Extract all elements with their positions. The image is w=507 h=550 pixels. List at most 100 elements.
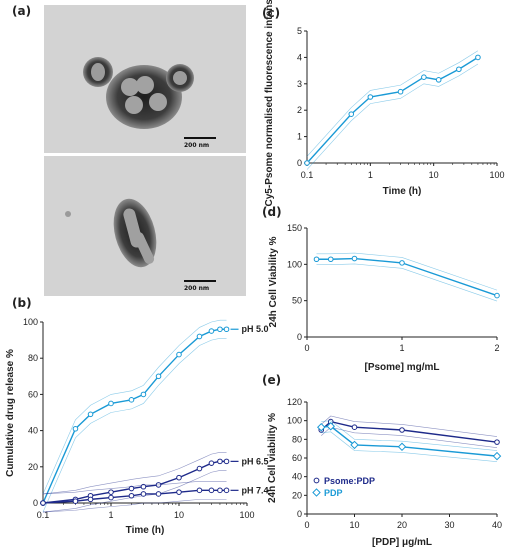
data-point [494,292,500,299]
particle-core [173,71,187,85]
y-axis-label: Cumulative drug release % [5,349,16,477]
y-tick-label: 20 [292,490,302,500]
legend-label: pH 7.4 [242,485,269,495]
data-point [367,94,374,100]
scale-bar-top [184,137,216,139]
x-axis-label: [PDP] μg/mL [372,537,432,548]
data-point [128,492,135,499]
series-error-band-upper [42,452,227,495]
y-tick-label: 40 [28,426,38,436]
data-point [399,427,405,433]
y-tick-label: 4 [297,52,302,62]
panel-label-d: (d) [262,205,282,219]
particle-core [125,96,143,114]
series-error-band-upper [321,420,498,451]
data-point [397,88,404,95]
debris [65,211,71,217]
x-tick-label: 2 [494,343,499,353]
legend-label: Psome:PDP [324,476,375,486]
series-error-band-lower [321,431,498,463]
x-tick-label: 30 [444,520,454,530]
y-axis-label: Cy5-Psome normalised fluorescence intens… [264,0,275,206]
data-point [350,440,359,450]
x-tick-label: 10 [349,520,359,530]
y-tick-label: 0 [297,158,302,168]
series-error-band-upper [306,50,479,157]
data-point [196,487,203,494]
y-tick-label: 5 [297,26,302,36]
y-tick-label: 150 [287,223,302,233]
x-tick-label: 100 [239,510,254,520]
data-point [397,442,407,452]
data-point [304,160,310,166]
y-tick-label: 100 [287,416,302,426]
data-point [155,491,162,497]
x-tick-label: 0.1 [301,170,314,180]
data-point [208,328,215,334]
x-tick-label: 20 [397,520,407,530]
series-error-band-upper [321,415,498,437]
y-tick-label: 40 [292,472,302,482]
x-axis-label: Time (h) [383,186,422,197]
data-point [108,400,114,407]
legend-marker [313,477,320,484]
y-tick-label: 20 [28,462,38,472]
data-point [217,487,223,494]
data-point [108,489,114,495]
particle-core [136,76,154,94]
y-tick-label: 2 [297,105,302,115]
scale-bar-bottom [184,280,216,282]
series-error-band-upper [42,319,227,495]
scale-label-top: 200 nm [184,142,210,149]
x-tick-label: 1 [368,170,373,180]
data-point [217,458,223,465]
data-point [223,487,230,494]
x-tick-label: 10 [429,170,439,180]
scale-label-bottom: 200 nm [184,285,210,292]
panel-label-b: (b) [12,296,32,310]
series-line [306,56,479,164]
data-point [348,111,355,117]
series-error-band-upper [42,480,227,495]
data-point [313,256,320,263]
data-point [140,391,147,398]
data-point [317,422,326,432]
y-tick-label: 1 [297,132,302,142]
data-point [155,373,162,380]
data-point [494,439,500,445]
data-point [223,458,230,465]
data-point [217,326,223,333]
data-point [128,397,135,403]
y-axis-label: 24h Cell Viability % [268,236,279,327]
series-error-band-lower [42,499,227,513]
data-point [140,483,147,490]
x-axis-label: [Psome] mg/mL [364,362,439,373]
series-error-band-lower [42,337,227,513]
y-tick-label: 100 [23,317,38,327]
y-tick-label: 100 [287,259,302,269]
particle-core [91,63,105,81]
data-point [351,255,358,262]
data-point [399,260,405,266]
y-tick-label: 120 [287,397,302,407]
data-point [327,256,334,263]
data-point [326,422,335,431]
x-tick-label: 10 [174,510,184,520]
series-error-band-lower [316,263,498,302]
data-point [140,491,147,497]
legend-label: PDP [324,488,343,498]
data-point [176,474,182,481]
y-tick-label: 60 [28,389,38,399]
data-point [435,77,442,83]
y-tick-label: 50 [292,296,302,306]
legend-label: pH 6.5 [242,456,269,466]
series-error-band-lower [321,426,498,449]
data-point [72,425,79,432]
y-tick-label: 80 [28,353,38,363]
y-tick-label: 0 [297,332,302,342]
data-point [475,54,481,61]
y-axis-label: 24h Cell viability % [267,413,278,503]
x-tick-label: 1 [399,343,404,353]
x-tick-label: 0.1 [37,510,50,520]
